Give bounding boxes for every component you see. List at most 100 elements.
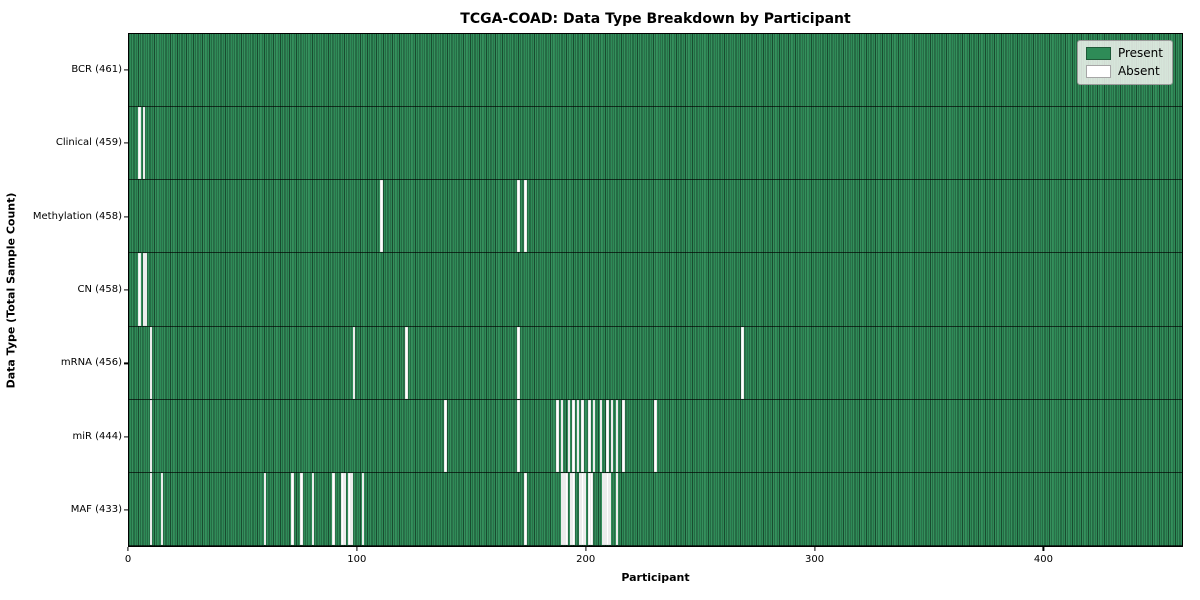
x-tick-label: 0 xyxy=(124,554,132,565)
y-tick-mark xyxy=(124,69,128,71)
absent-cell xyxy=(405,326,408,399)
absent-cell xyxy=(576,399,580,472)
absent-cell xyxy=(149,399,152,472)
heatmap-row-cn xyxy=(129,253,1182,327)
legend: Present Absent xyxy=(1076,40,1173,85)
heatmap-row-bcr xyxy=(129,34,1182,108)
y-tick-label-maf: MAF (433) xyxy=(70,504,122,516)
legend-item-absent: Absent xyxy=(1085,64,1163,78)
absent-cell xyxy=(144,253,148,326)
absent-cell xyxy=(581,472,584,545)
absent-cell xyxy=(599,399,602,472)
absent-cell xyxy=(291,472,294,545)
x-tick-mark xyxy=(1042,547,1044,551)
y-tick-mark xyxy=(124,289,128,291)
absent-cell xyxy=(160,472,164,545)
absent-cell xyxy=(592,399,596,472)
absent-cell xyxy=(606,472,609,545)
absent-cell xyxy=(741,326,744,399)
absent-cell xyxy=(352,326,356,399)
x-tick-mark xyxy=(813,547,816,551)
y-tick-label-methylation: Methylation (458) xyxy=(32,210,122,222)
absent-cell xyxy=(560,472,564,545)
absent-cell xyxy=(590,472,593,545)
absent-cell xyxy=(588,399,591,472)
absent-cell xyxy=(350,472,353,545)
absent-cell xyxy=(556,399,559,472)
y-tick-label-bcr: BCR (461) xyxy=(71,63,122,75)
absent-cell xyxy=(578,472,582,545)
absent-cell xyxy=(517,399,520,472)
y-tick-label-mir: miR (444) xyxy=(72,430,122,442)
x-tick-label: 100 xyxy=(347,554,367,565)
absent-cell xyxy=(142,107,146,180)
absent-cell xyxy=(615,472,618,545)
absent-cell xyxy=(524,180,527,253)
absent-cell xyxy=(142,253,146,326)
absent-cell xyxy=(569,472,573,545)
legend-swatch-absent xyxy=(1085,65,1111,78)
y-tick-mark xyxy=(124,215,128,218)
x-tick-label: 300 xyxy=(805,554,825,565)
absent-cell xyxy=(138,253,141,326)
absent-cell xyxy=(343,472,347,545)
absent-cell xyxy=(444,399,447,472)
absent-cell xyxy=(311,472,315,545)
legend-swatch-present xyxy=(1085,47,1111,60)
chart-title: TCGA-COAD: Data Type Breakdown by Partic… xyxy=(460,11,851,27)
heatmap-plot-area: Present Absent xyxy=(128,33,1183,547)
y-tick-label-mrna: mRNA (456) xyxy=(60,357,122,369)
y-tick-mark xyxy=(124,436,128,438)
absent-cell xyxy=(572,472,575,545)
heatmap-row-mrna xyxy=(129,326,1182,400)
absent-cell xyxy=(517,326,520,399)
absent-cell xyxy=(606,399,609,472)
absent-cell xyxy=(341,472,344,545)
x-tick-mark xyxy=(127,547,129,551)
x-tick-label: 200 xyxy=(576,554,596,565)
absent-cell xyxy=(572,399,575,472)
heatmap-row-methylation xyxy=(129,180,1182,254)
absent-cell xyxy=(560,399,564,472)
y-tick-mark xyxy=(124,142,128,144)
absent-cell xyxy=(517,180,520,253)
y-tick-mark xyxy=(124,362,128,365)
absent-cell xyxy=(604,472,607,545)
absent-cell xyxy=(348,472,351,545)
y-axis-label: Data Type (Total Sample Count) xyxy=(4,192,18,389)
y-tick-label-clinical: Clinical (459) xyxy=(55,137,122,149)
absent-cell xyxy=(608,472,612,545)
legend-label: Absent xyxy=(1117,64,1160,78)
absent-cell xyxy=(654,399,657,472)
absent-cell xyxy=(149,326,152,399)
absent-cell xyxy=(149,472,152,545)
y-tick-label-cn: CN (458) xyxy=(77,284,122,295)
legend-item-present: Present xyxy=(1085,46,1163,60)
x-axis-label: Participant xyxy=(621,571,690,584)
absent-cell xyxy=(588,472,591,545)
x-tick-label: 400 xyxy=(1033,554,1053,565)
absent-cell xyxy=(610,399,614,472)
heatmap-row-maf xyxy=(129,472,1182,546)
y-tick-mark xyxy=(124,509,128,511)
absent-cell xyxy=(615,399,618,472)
absent-cell xyxy=(380,180,383,253)
absent-cell xyxy=(263,472,267,545)
absent-cell xyxy=(300,472,303,545)
absent-cell xyxy=(361,472,365,545)
absent-cell xyxy=(601,472,605,545)
x-tick-mark xyxy=(585,547,587,551)
absent-cell xyxy=(622,399,625,472)
absent-cell xyxy=(567,399,570,472)
absent-cell xyxy=(565,472,568,545)
absent-cell xyxy=(524,472,527,545)
heatmap-row-mir xyxy=(129,399,1182,473)
legend-label: Present xyxy=(1117,46,1163,60)
absent-cell xyxy=(581,399,584,472)
absent-cell xyxy=(583,472,586,545)
absent-cell xyxy=(138,107,141,180)
absent-cell xyxy=(562,472,566,545)
absent-cell xyxy=(332,472,335,545)
x-tick-mark xyxy=(356,547,358,551)
